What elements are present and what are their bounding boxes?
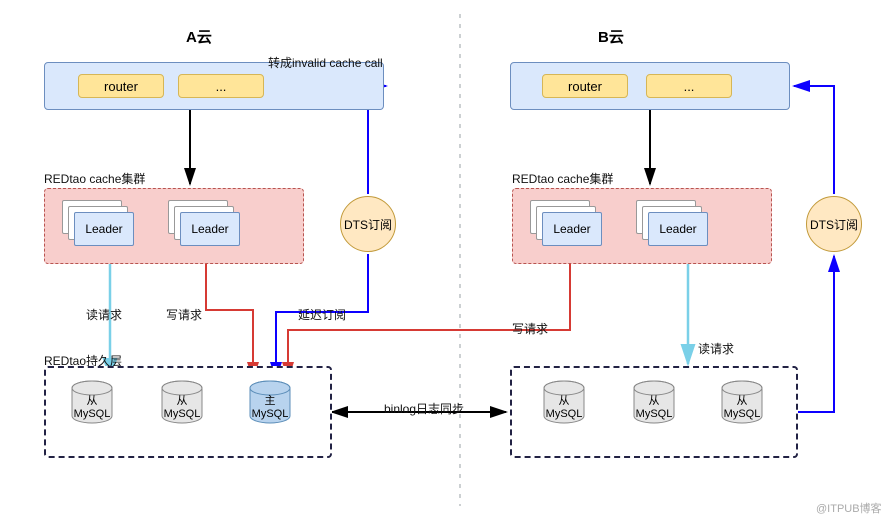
edge-label-readReq: 读请求 — [86, 306, 122, 323]
db-dbA2: 从 MySQL — [158, 380, 206, 420]
dts-circle-a: DTS订阅 — [340, 196, 396, 252]
edge-persistB-to-dtsB — [798, 256, 834, 412]
title-cloud-b: B云 — [598, 26, 624, 47]
title-cloud-a: A云 — [186, 26, 212, 47]
watermark: @ITPUB博客 — [816, 500, 882, 516]
leader-stack-b1: Leader — [530, 200, 602, 246]
leader-stack-b2: Leader — [636, 200, 708, 246]
edge-cacheA-write — [206, 264, 253, 378]
cache-label-b: REDtao cache集群 — [512, 170, 613, 187]
router-b1: router — [542, 74, 628, 98]
db-dbB1: 从 MySQL — [540, 380, 588, 420]
db-dbB3: 从 MySQL — [718, 380, 766, 420]
router-a1: router — [78, 74, 164, 98]
db-dbB2: 从 MySQL — [630, 380, 678, 420]
router-a2: ... — [178, 74, 264, 98]
dts-circle-b: DTS订阅 — [806, 196, 862, 252]
leader-stack-a1: Leader — [62, 200, 134, 246]
cache-label-a: REDtao cache集群 — [44, 170, 145, 187]
edge-label-readReq: 读请求 — [698, 340, 734, 357]
db-dbA1: 从 MySQL — [68, 380, 116, 420]
edge-label-writeReq: 写请求 — [512, 320, 548, 337]
edge-label-binlogSync: binlog日志同步 — [384, 400, 464, 417]
edge-label-writeReq: 写请求 — [166, 306, 202, 323]
db-dbA3: 主 MySQL — [246, 380, 294, 420]
edge-dtsB-to-routerB — [794, 86, 834, 194]
router-b2: ... — [646, 74, 732, 98]
edge-label-delaySub: 延迟订阅 — [298, 306, 346, 323]
leader-stack-a2: Leader — [168, 200, 240, 246]
edge-label-invalidCache: 转成invalid cache call — [268, 54, 383, 71]
